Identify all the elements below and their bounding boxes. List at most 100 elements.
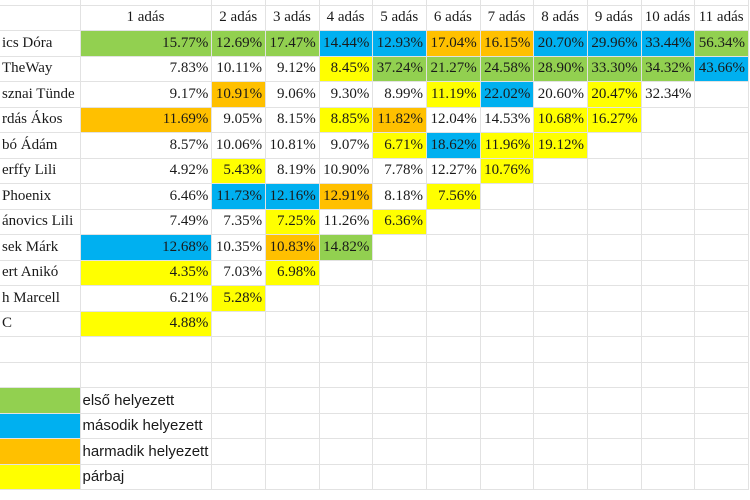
empty-cell[interactable] bbox=[318, 463, 374, 490]
percent-cell[interactable]: 10.81% bbox=[265, 132, 320, 159]
percent-cell[interactable]: 11.73% bbox=[211, 183, 267, 210]
percent-cell[interactable] bbox=[694, 310, 749, 337]
percent-cell[interactable]: 9.17% bbox=[79, 81, 213, 108]
empty-cell[interactable] bbox=[211, 336, 267, 363]
percent-cell[interactable] bbox=[587, 132, 642, 159]
empty-cell[interactable] bbox=[318, 387, 374, 414]
percent-cell[interactable]: 8.15% bbox=[265, 106, 320, 133]
percent-cell[interactable]: 29.96% bbox=[587, 30, 642, 57]
percent-cell[interactable]: 28.90% bbox=[533, 55, 588, 82]
percent-cell[interactable]: 11.26% bbox=[318, 208, 374, 235]
percent-cell[interactable]: 5.43% bbox=[211, 157, 267, 184]
empty-cell[interactable] bbox=[426, 438, 481, 465]
empty-cell[interactable] bbox=[694, 361, 749, 388]
empty-cell[interactable] bbox=[211, 463, 267, 490]
percent-cell[interactable] bbox=[372, 234, 428, 261]
percent-cell[interactable]: 10.91% bbox=[211, 81, 267, 108]
percent-cell[interactable] bbox=[318, 259, 374, 286]
contestant-name[interactable]: ánovics Lili bbox=[0, 208, 81, 235]
empty-cell[interactable] bbox=[694, 336, 749, 363]
column-header[interactable]: 2 adás bbox=[211, 4, 267, 31]
contestant-name[interactable]: erffy Lili bbox=[0, 157, 81, 184]
empty-cell[interactable] bbox=[640, 361, 696, 388]
empty-cell[interactable] bbox=[426, 387, 481, 414]
empty-cell[interactable] bbox=[694, 387, 749, 414]
percent-cell[interactable] bbox=[533, 157, 588, 184]
percent-cell[interactable]: 7.83% bbox=[79, 55, 213, 82]
percent-cell[interactable]: 6.21% bbox=[79, 285, 213, 312]
empty-cell[interactable] bbox=[694, 412, 749, 439]
empty-cell[interactable] bbox=[587, 387, 642, 414]
percent-cell[interactable]: 12.16% bbox=[265, 183, 320, 210]
empty-cell[interactable] bbox=[79, 361, 213, 388]
percent-cell[interactable]: 10.90% bbox=[318, 157, 374, 184]
column-header[interactable]: 4 adás bbox=[318, 4, 374, 31]
percent-cell[interactable] bbox=[372, 285, 428, 312]
percent-cell[interactable] bbox=[533, 310, 588, 337]
column-header[interactable]: 9 adás bbox=[587, 4, 642, 31]
percent-cell[interactable] bbox=[640, 132, 696, 159]
percent-cell[interactable] bbox=[640, 310, 696, 337]
empty-cell[interactable] bbox=[640, 336, 696, 363]
percent-cell[interactable]: 18.62% bbox=[426, 132, 481, 159]
empty-cell[interactable] bbox=[265, 412, 320, 439]
percent-cell[interactable]: 11.69% bbox=[79, 106, 213, 133]
empty-cell[interactable] bbox=[479, 361, 535, 388]
percent-cell[interactable] bbox=[211, 310, 267, 337]
percent-cell[interactable]: 11.19% bbox=[426, 81, 481, 108]
percent-cell[interactable] bbox=[694, 106, 749, 133]
percent-cell[interactable] bbox=[640, 183, 696, 210]
contestant-name[interactable]: rdás Ákos bbox=[0, 106, 81, 133]
percent-cell[interactable] bbox=[640, 285, 696, 312]
empty-cell[interactable] bbox=[694, 438, 749, 465]
percent-cell[interactable] bbox=[587, 208, 642, 235]
percent-cell[interactable]: 56.34% bbox=[694, 30, 749, 57]
percent-cell[interactable]: 8.18% bbox=[372, 183, 428, 210]
percent-cell[interactable]: 20.70% bbox=[533, 30, 588, 57]
percent-cell[interactable] bbox=[265, 285, 320, 312]
percent-cell[interactable]: 8.57% bbox=[79, 132, 213, 159]
contestant-name[interactable]: ert Anikó bbox=[0, 259, 81, 286]
percent-cell[interactable] bbox=[533, 183, 588, 210]
empty-cell[interactable] bbox=[587, 361, 642, 388]
empty-cell[interactable] bbox=[426, 336, 481, 363]
empty-cell[interactable] bbox=[533, 361, 588, 388]
empty-cell[interactable] bbox=[640, 387, 696, 414]
percent-cell[interactable] bbox=[694, 259, 749, 286]
percent-cell[interactable]: 4.92% bbox=[79, 157, 213, 184]
percent-cell[interactable]: 10.35% bbox=[211, 234, 267, 261]
empty-cell[interactable] bbox=[265, 361, 320, 388]
percent-cell[interactable]: 7.35% bbox=[211, 208, 267, 235]
column-header[interactable]: 10 adás bbox=[640, 4, 696, 31]
empty-cell[interactable] bbox=[479, 412, 535, 439]
percent-cell[interactable]: 6.71% bbox=[372, 132, 428, 159]
empty-cell[interactable] bbox=[587, 463, 642, 490]
contestant-name[interactable]: bó Ádám bbox=[0, 132, 81, 159]
empty-cell[interactable] bbox=[265, 438, 320, 465]
percent-cell[interactable]: 32.34% bbox=[640, 81, 696, 108]
empty-cell[interactable] bbox=[211, 387, 267, 414]
empty-cell[interactable] bbox=[533, 412, 588, 439]
percent-cell[interactable]: 9.05% bbox=[211, 106, 267, 133]
percent-cell[interactable] bbox=[533, 285, 588, 312]
percent-cell[interactable] bbox=[640, 234, 696, 261]
empty-cell[interactable] bbox=[587, 412, 642, 439]
empty-cell[interactable] bbox=[533, 336, 588, 363]
percent-cell[interactable]: 33.30% bbox=[587, 55, 642, 82]
percent-cell[interactable] bbox=[426, 208, 481, 235]
percent-cell[interactable]: 4.88% bbox=[79, 310, 213, 337]
percent-cell[interactable]: 17.04% bbox=[426, 30, 481, 57]
percent-cell[interactable] bbox=[694, 132, 749, 159]
empty-cell[interactable] bbox=[372, 387, 428, 414]
percent-cell[interactable]: 14.53% bbox=[479, 106, 535, 133]
percent-cell[interactable]: 16.15% bbox=[479, 30, 535, 57]
empty-cell[interactable] bbox=[533, 438, 588, 465]
empty-cell[interactable] bbox=[211, 438, 267, 465]
percent-cell[interactable]: 20.60% bbox=[533, 81, 588, 108]
percent-cell[interactable]: 34.32% bbox=[640, 55, 696, 82]
percent-cell[interactable]: 16.27% bbox=[587, 106, 642, 133]
percent-cell[interactable] bbox=[533, 234, 588, 261]
percent-cell[interactable] bbox=[318, 310, 374, 337]
empty-cell[interactable] bbox=[426, 463, 481, 490]
column-header[interactable]: 7 adás bbox=[479, 4, 535, 31]
